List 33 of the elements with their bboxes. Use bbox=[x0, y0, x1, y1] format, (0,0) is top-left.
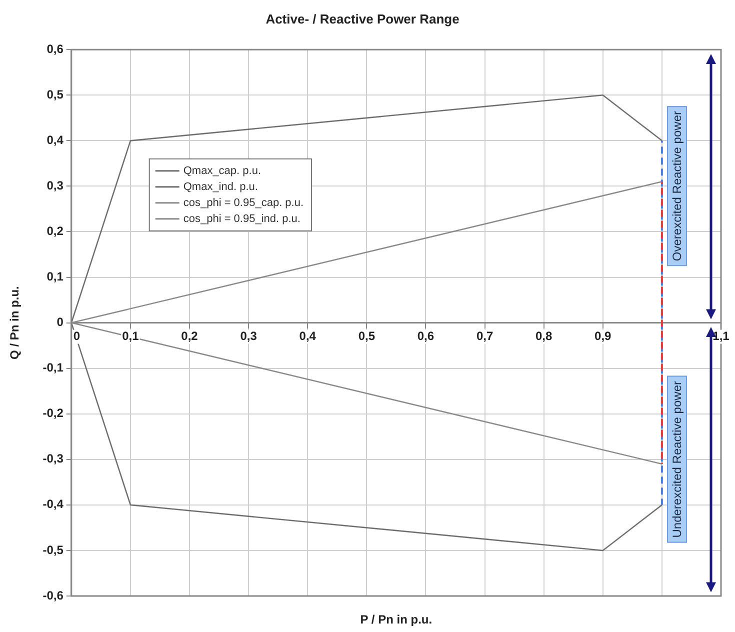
annotation: Overexcited Reactive power bbox=[667, 106, 687, 266]
x-tick-label: 0,6 bbox=[417, 329, 434, 344]
x-tick-label: 0,3 bbox=[240, 329, 258, 344]
y-tick-label: -0,5 bbox=[42, 542, 64, 557]
y-tick-label: 0,5 bbox=[46, 87, 64, 102]
legend-label: cos_phi = 0.95_ind. p.u. bbox=[183, 212, 300, 225]
x-tick-label: 0,5 bbox=[358, 329, 376, 344]
y-axis-title: Q / Pn in p.u. bbox=[8, 286, 22, 360]
y-tick-label: -0,4 bbox=[42, 497, 64, 512]
legend-label: Qmax_ind. p.u. bbox=[183, 180, 258, 193]
y-tick-label: 0,6 bbox=[46, 42, 64, 56]
x-axis-title: P / Pn in p.u. bbox=[360, 612, 432, 626]
y-tick-label: -0,6 bbox=[42, 588, 64, 602]
legend-label: Qmax_cap. p.u. bbox=[183, 164, 262, 177]
x-tick-label: 1,1 bbox=[712, 329, 730, 344]
x-tick-label: 0,1 bbox=[122, 329, 140, 344]
x-tick-label: 0,2 bbox=[181, 329, 198, 344]
x-tick-label: 0 bbox=[73, 329, 80, 344]
y-tick-label: 0,1 bbox=[46, 270, 64, 284]
y-tick-label: 0 bbox=[56, 315, 64, 330]
x-tick-label: 0,8 bbox=[535, 329, 552, 344]
y-tick-label: -0,2 bbox=[42, 406, 64, 420]
x-tick-label: 0,4 bbox=[299, 329, 316, 344]
y-tick-label: -0,3 bbox=[42, 452, 64, 466]
x-tick-label: 0,9 bbox=[594, 329, 612, 344]
y-tick-label: 0,4 bbox=[46, 132, 64, 147]
x-tick-label: 0,7 bbox=[476, 329, 494, 344]
y-tick-label: -0,1 bbox=[42, 360, 64, 375]
chart-title: Active- / Reactive Power Range bbox=[266, 11, 460, 26]
legend-label: cos_phi = 0.95_cap. p.u. bbox=[183, 196, 304, 209]
y-tick-label: 0,3 bbox=[46, 178, 64, 193]
y-tick-label: 0,2 bbox=[46, 224, 64, 238]
annotation: Underexcited Reactive power bbox=[667, 376, 687, 543]
